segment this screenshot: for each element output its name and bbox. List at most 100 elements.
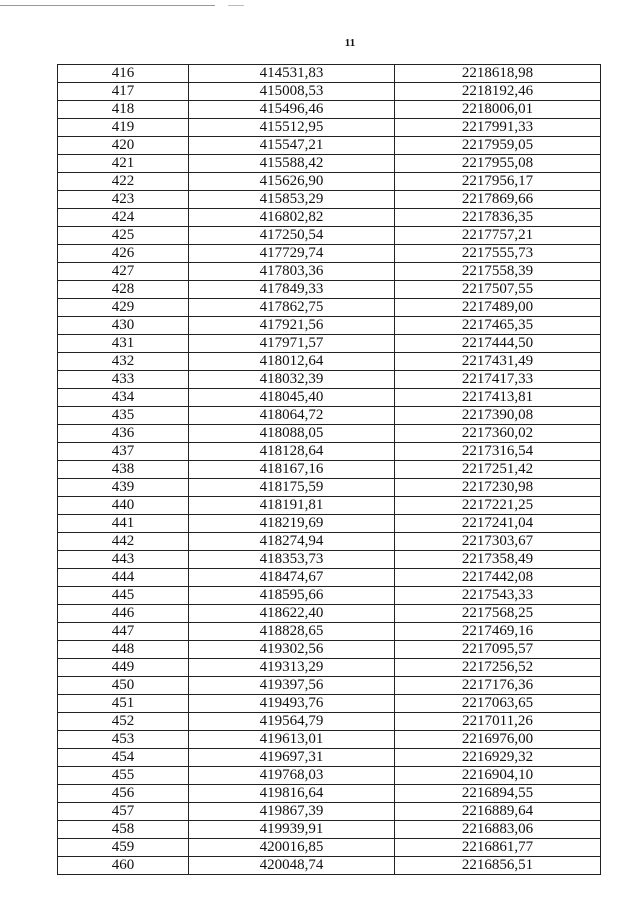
x-coordinate-cell: 415512,95 <box>188 118 395 137</box>
table-row: 445 418595,66 2217543,33 <box>57 586 601 605</box>
x-coordinate-cell: 420048,74 <box>188 856 395 875</box>
point-number-cell: 430 <box>57 316 189 335</box>
x-coordinate-cell: 419613,01 <box>188 730 395 749</box>
x-coordinate-cell: 418622,40 <box>188 604 395 623</box>
y-coordinate-cell: 2217256,52 <box>394 658 601 677</box>
table-row: 432 418012,64 2217431,49 <box>57 352 601 371</box>
y-coordinate-cell: 2218192,46 <box>394 82 601 101</box>
scan-artifact-line <box>228 5 244 6</box>
table-row: 449 419313,29 2217256,52 <box>57 658 601 677</box>
table-row: 418 415496,46 2218006,01 <box>57 100 601 119</box>
y-coordinate-cell: 2217558,39 <box>394 262 601 281</box>
x-coordinate-cell: 415588,42 <box>188 154 395 173</box>
y-coordinate-cell: 2216976,00 <box>394 730 601 749</box>
x-coordinate-cell: 417921,56 <box>188 316 395 335</box>
x-coordinate-cell: 417862,75 <box>188 298 395 317</box>
table-row: 416 414531,83 2218618,98 <box>57 64 601 83</box>
y-coordinate-cell: 2217507,55 <box>394 280 601 299</box>
x-coordinate-cell: 416802,82 <box>188 208 395 227</box>
y-coordinate-cell: 2217095,57 <box>394 640 601 659</box>
x-coordinate-cell: 415853,29 <box>188 190 395 209</box>
point-number-cell: 441 <box>57 514 189 533</box>
table-row: 450 419397,56 2217176,36 <box>57 676 601 695</box>
x-coordinate-cell: 417250,54 <box>188 226 395 245</box>
x-coordinate-cell: 418474,67 <box>188 568 395 587</box>
x-coordinate-cell: 418045,40 <box>188 388 395 407</box>
point-number-cell: 426 <box>57 244 189 263</box>
x-coordinate-cell: 418274,94 <box>188 532 395 551</box>
x-coordinate-cell: 418032,39 <box>188 370 395 389</box>
y-coordinate-cell: 2217959,05 <box>394 136 601 155</box>
x-coordinate-cell: 415547,21 <box>188 136 395 155</box>
point-number-cell: 440 <box>57 496 189 515</box>
point-number-cell: 437 <box>57 442 189 461</box>
y-coordinate-cell: 2218006,01 <box>394 100 601 119</box>
x-coordinate-cell: 417971,57 <box>188 334 395 353</box>
x-coordinate-cell: 415496,46 <box>188 100 395 119</box>
y-coordinate-cell: 2217444,50 <box>394 334 601 353</box>
point-number-cell: 420 <box>57 136 189 155</box>
table-row: 453 419613,01 2216976,00 <box>57 730 601 749</box>
y-coordinate-cell: 2217241,04 <box>394 514 601 533</box>
y-coordinate-cell: 2217489,00 <box>394 298 601 317</box>
point-number-cell: 425 <box>57 226 189 245</box>
x-coordinate-cell: 417729,74 <box>188 244 395 263</box>
point-number-cell: 455 <box>57 766 189 785</box>
table-row: 429 417862,75 2217489,00 <box>57 298 601 317</box>
table-row: 455 419768,03 2216904,10 <box>57 766 601 785</box>
y-coordinate-cell: 2217303,67 <box>394 532 601 551</box>
x-coordinate-cell: 419313,29 <box>188 658 395 677</box>
y-coordinate-cell: 2216929,32 <box>394 748 601 767</box>
table-row: 460 420048,74 2216856,51 <box>57 856 601 875</box>
table-row: 457 419867,39 2216889,64 <box>57 802 601 821</box>
y-coordinate-cell: 2216883,06 <box>394 820 601 839</box>
point-number-cell: 449 <box>57 658 189 677</box>
point-number-cell: 444 <box>57 568 189 587</box>
y-coordinate-cell: 2217991,33 <box>394 118 601 137</box>
y-coordinate-cell: 2217568,25 <box>394 604 601 623</box>
y-coordinate-cell: 2217251,42 <box>394 460 601 479</box>
y-coordinate-cell: 2217465,35 <box>394 316 601 335</box>
y-coordinate-cell: 2217757,21 <box>394 226 601 245</box>
table-row: 443 418353,73 2217358,49 <box>57 550 601 569</box>
point-number-cell: 450 <box>57 676 189 695</box>
table-row: 440 418191,81 2217221,25 <box>57 496 601 515</box>
point-number-cell: 451 <box>57 694 189 713</box>
x-coordinate-cell: 417803,36 <box>188 262 395 281</box>
x-coordinate-cell: 419697,31 <box>188 748 395 767</box>
y-coordinate-cell: 2217230,98 <box>394 478 601 497</box>
y-coordinate-cell: 2217316,54 <box>394 442 601 461</box>
y-coordinate-cell: 2217413,81 <box>394 388 601 407</box>
point-number-cell: 432 <box>57 352 189 371</box>
point-number-cell: 418 <box>57 100 189 119</box>
x-coordinate-cell: 418828,65 <box>188 622 395 641</box>
table-row: 458 419939,91 2216883,06 <box>57 820 601 839</box>
table-row: 420 415547,21 2217959,05 <box>57 136 601 155</box>
table-row: 452 419564,79 2217011,26 <box>57 712 601 731</box>
table-row: 431 417971,57 2217444,50 <box>57 334 601 353</box>
table-row: 421 415588,42 2217955,08 <box>57 154 601 173</box>
scan-artifact-line <box>0 5 215 6</box>
table-row: 425 417250,54 2217757,21 <box>57 226 601 245</box>
point-number-cell: 448 <box>57 640 189 659</box>
point-number-cell: 446 <box>57 604 189 623</box>
table-row: 426 417729,74 2217555,73 <box>57 244 601 263</box>
table-row: 436 418088,05 2217360,02 <box>57 424 601 443</box>
x-coordinate-cell: 418219,69 <box>188 514 395 533</box>
table-row: 446 418622,40 2217568,25 <box>57 604 601 623</box>
x-coordinate-cell: 419768,03 <box>188 766 395 785</box>
x-coordinate-cell: 419867,39 <box>188 802 395 821</box>
x-coordinate-cell: 418175,59 <box>188 478 395 497</box>
y-coordinate-cell: 2217543,33 <box>394 586 601 605</box>
x-coordinate-cell: 418191,81 <box>188 496 395 515</box>
y-coordinate-cell: 2216861,77 <box>394 838 601 857</box>
point-number-cell: 459 <box>57 838 189 857</box>
point-number-cell: 445 <box>57 586 189 605</box>
table-row: 451 419493,76 2217063,65 <box>57 694 601 713</box>
x-coordinate-cell: 417849,33 <box>188 280 395 299</box>
y-coordinate-cell: 2217390,08 <box>394 406 601 425</box>
table-row: 423 415853,29 2217869,66 <box>57 190 601 209</box>
point-number-cell: 431 <box>57 334 189 353</box>
table-row: 428 417849,33 2217507,55 <box>57 280 601 299</box>
y-coordinate-cell: 2217869,66 <box>394 190 601 209</box>
